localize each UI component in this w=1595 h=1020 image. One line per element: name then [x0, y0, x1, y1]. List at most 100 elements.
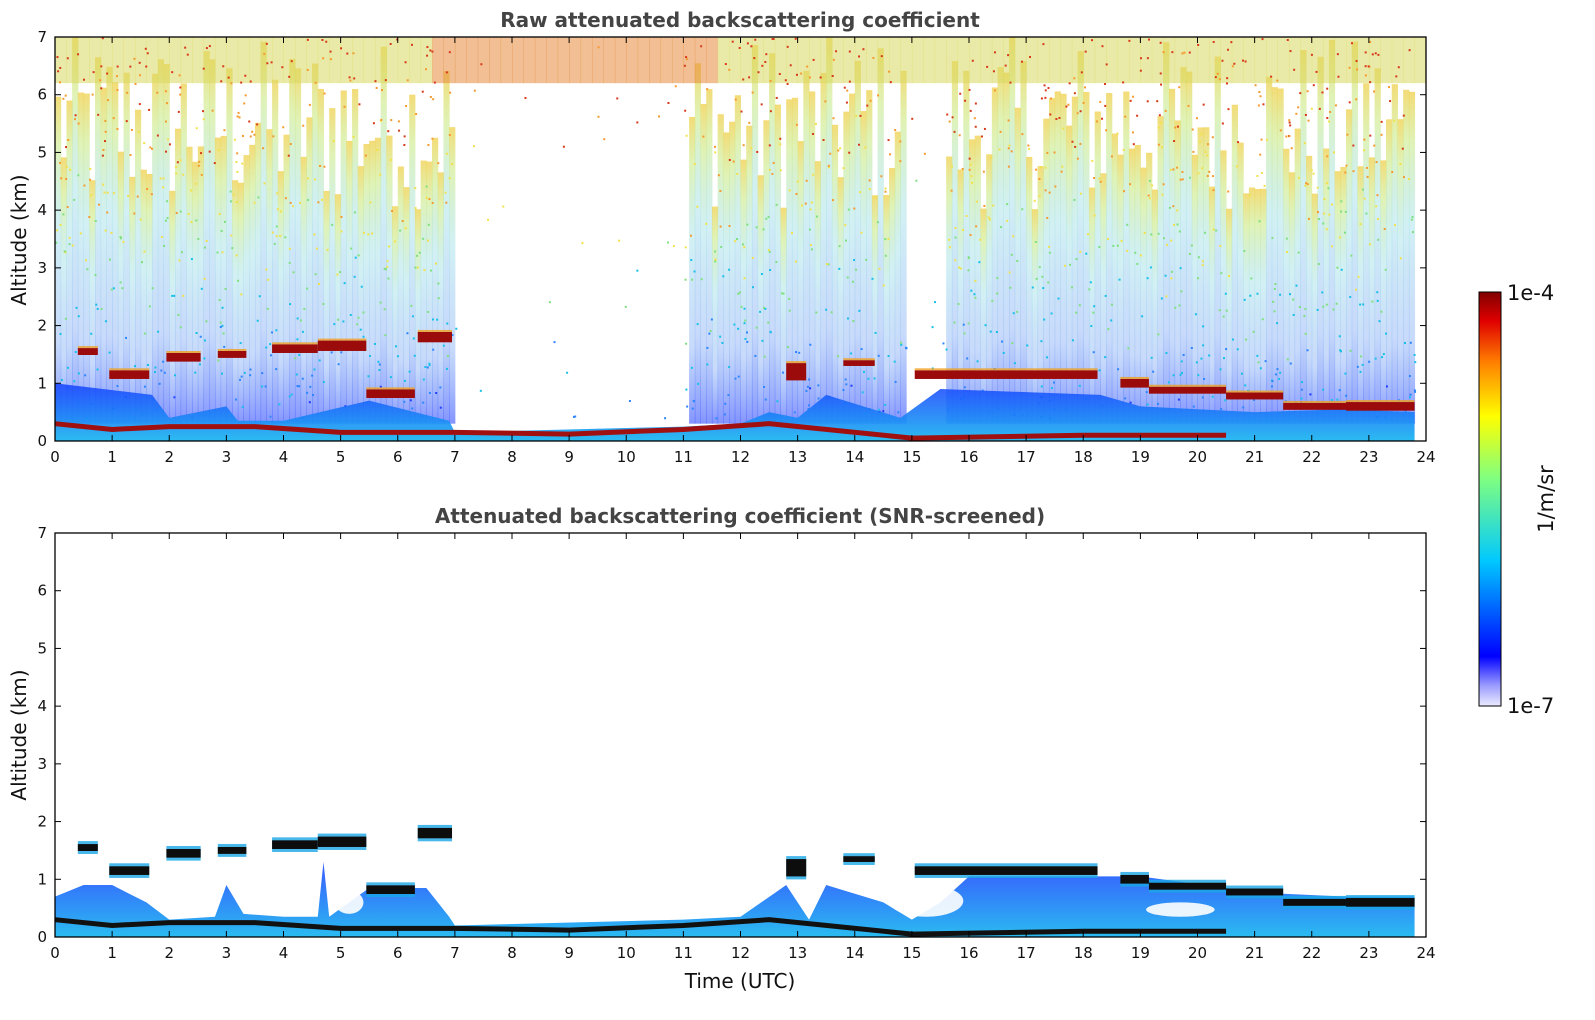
noise-column — [963, 70, 970, 424]
noise-speckle — [65, 146, 68, 149]
noise-speckle — [1058, 116, 1061, 119]
noise-speckle — [798, 351, 801, 354]
noise-column — [854, 60, 861, 424]
noise-speckle — [1117, 368, 1120, 371]
noise-speckle — [636, 121, 639, 124]
noise-speckle — [1128, 39, 1131, 42]
noise-column — [397, 166, 404, 424]
noise-speckle — [1322, 222, 1325, 225]
noise-speckle — [1346, 133, 1349, 136]
noise-top-band — [329, 37, 342, 84]
noise-speckle — [1180, 360, 1183, 363]
noise-speckle — [1204, 231, 1207, 234]
noise-speckle — [1116, 244, 1119, 247]
noise-top-band — [1311, 37, 1324, 84]
noise-speckle — [855, 114, 858, 117]
noise-speckle — [222, 65, 225, 68]
noise-speckle — [684, 278, 687, 281]
noise-speckle — [1366, 175, 1369, 178]
noise-speckle — [942, 342, 945, 345]
noise-speckle — [1318, 107, 1321, 110]
noise-speckle — [973, 117, 976, 120]
noise-speckle — [1404, 410, 1407, 413]
noise-column — [77, 92, 85, 424]
noise-speckle — [1048, 191, 1051, 194]
noise-speckle — [1322, 305, 1325, 308]
noise-speckle — [272, 135, 275, 138]
noise-speckle — [404, 379, 407, 382]
noise-speckle — [1368, 360, 1371, 363]
noise-speckle — [1376, 291, 1379, 294]
noise-speckle — [143, 385, 146, 388]
noise-speckle — [710, 318, 713, 321]
noise-speckle — [1306, 183, 1309, 186]
noise-speckle — [1093, 305, 1096, 308]
noise-top-band — [226, 37, 239, 84]
noise-top-band — [192, 37, 205, 84]
noise-speckle — [430, 269, 433, 272]
noise-speckle — [218, 299, 221, 302]
noise-speckle — [835, 50, 838, 53]
noise-speckle — [480, 63, 483, 66]
noise-speckle — [1350, 254, 1353, 257]
noise-speckle — [961, 167, 964, 170]
noise-column — [289, 58, 296, 424]
screened-cloud-layer — [366, 885, 415, 895]
noise-speckle — [795, 351, 798, 354]
noise-speckle — [156, 91, 159, 94]
noise-speckle — [1306, 90, 1309, 93]
cloud-layer — [109, 370, 150, 379]
noise-top-band — [77, 37, 90, 84]
noise-speckle — [423, 269, 426, 272]
noise-speckle — [603, 138, 606, 141]
noise-speckle — [344, 405, 347, 408]
noise-speckle — [83, 184, 86, 187]
x-tick-label: 14 — [845, 448, 864, 466]
noise-speckle — [1101, 117, 1104, 120]
noise-speckle — [218, 213, 221, 216]
noise-top-band — [1117, 37, 1130, 84]
noise-speckle — [1033, 199, 1036, 202]
noise-speckle — [164, 120, 167, 123]
noise-speckle — [1041, 275, 1044, 278]
noise-speckle — [1285, 250, 1288, 253]
noise-speckle — [566, 371, 569, 374]
noise-speckle — [1176, 125, 1179, 128]
noise-speckle — [1274, 283, 1277, 286]
noise-speckle — [868, 188, 871, 191]
noise-speckle — [390, 119, 393, 122]
noise-speckle — [146, 52, 149, 55]
noise-speckle — [1200, 133, 1203, 136]
noise-speckle — [959, 92, 962, 95]
noise-column — [689, 116, 696, 424]
noise-top-band — [397, 37, 410, 84]
noise-column — [991, 87, 999, 424]
noise-speckle — [1000, 226, 1003, 229]
noise-speckle — [954, 236, 957, 239]
x-tick-label: 23 — [1359, 448, 1378, 466]
noise-column — [1237, 142, 1244, 424]
noise-speckle — [195, 219, 198, 222]
cloud-layer — [1226, 392, 1284, 400]
noise-speckle — [874, 196, 877, 199]
noise-speckle — [979, 238, 982, 241]
noise-speckle — [75, 306, 78, 309]
noise-top-band — [1414, 37, 1427, 84]
noise-speckle — [288, 395, 291, 398]
noise-speckle — [165, 150, 168, 153]
noise-speckle — [624, 305, 627, 308]
noise-speckle — [1260, 171, 1263, 174]
noise-column — [1334, 171, 1341, 424]
noise-speckle — [1303, 314, 1306, 317]
noise-speckle — [684, 246, 687, 249]
noise-speckle — [1103, 83, 1106, 86]
noise-speckle — [790, 232, 793, 235]
x-tick-label: 13 — [788, 944, 807, 962]
noise-speckle — [313, 368, 316, 371]
colorbar: 1e-4 1e-7 1/m/sr — [1478, 281, 1558, 718]
noise-speckle — [437, 162, 440, 165]
noise-top-band — [911, 37, 924, 84]
noise-speckle — [889, 153, 892, 156]
noise-speckle — [839, 147, 842, 150]
noise-speckle — [182, 294, 185, 297]
